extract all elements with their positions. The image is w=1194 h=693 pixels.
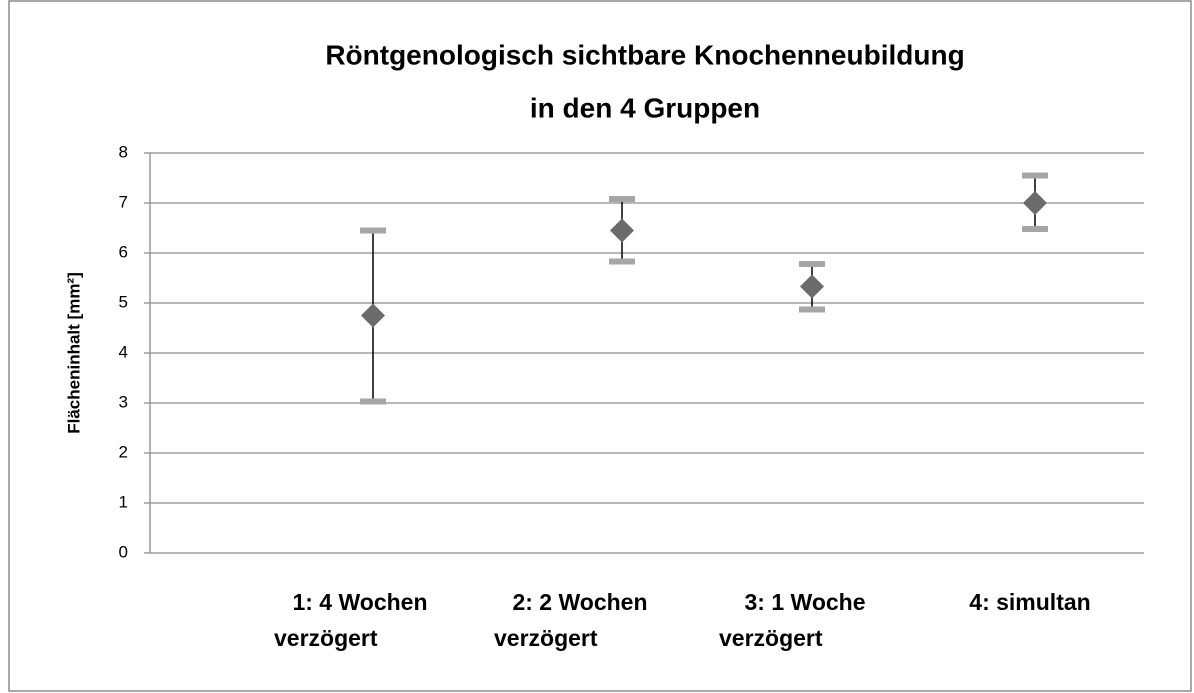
x-tick-label: 2: 2 Wochen: [512, 589, 647, 615]
y-tick-label: 6: [119, 242, 128, 261]
x-tick-label: 3: 1 Woche: [745, 589, 866, 615]
marker: [1023, 191, 1047, 215]
chart-border: [8, 0, 1192, 692]
y-axis-label: Flächeninhalt [mm²]: [64, 272, 83, 434]
y-tick-label: 5: [119, 292, 128, 311]
x-tick-label: verzögert: [274, 625, 378, 651]
y-tick-label: 4: [119, 342, 128, 361]
x-tick-label: verzögert: [494, 625, 598, 651]
chart-title: Röntgenologisch sichtbare Knochenneubild…: [325, 39, 964, 70]
x-tick-label: 1: 4 Wochen: [292, 589, 427, 615]
marker: [361, 303, 385, 328]
y-tick-label: 1: [119, 492, 128, 511]
y-tick-label: 8: [119, 142, 128, 161]
x-tick-label: 4: simultan: [969, 589, 1090, 615]
y-tick-label: 2: [119, 442, 128, 461]
x-tick-label: verzögert: [719, 625, 823, 651]
marker: [610, 218, 634, 243]
y-tick-label: 3: [119, 392, 128, 411]
marker: [800, 274, 824, 299]
y-tick-label: 0: [119, 542, 128, 561]
chart-title: in den 4 Gruppen: [530, 92, 760, 123]
y-tick-label: 7: [119, 192, 128, 211]
